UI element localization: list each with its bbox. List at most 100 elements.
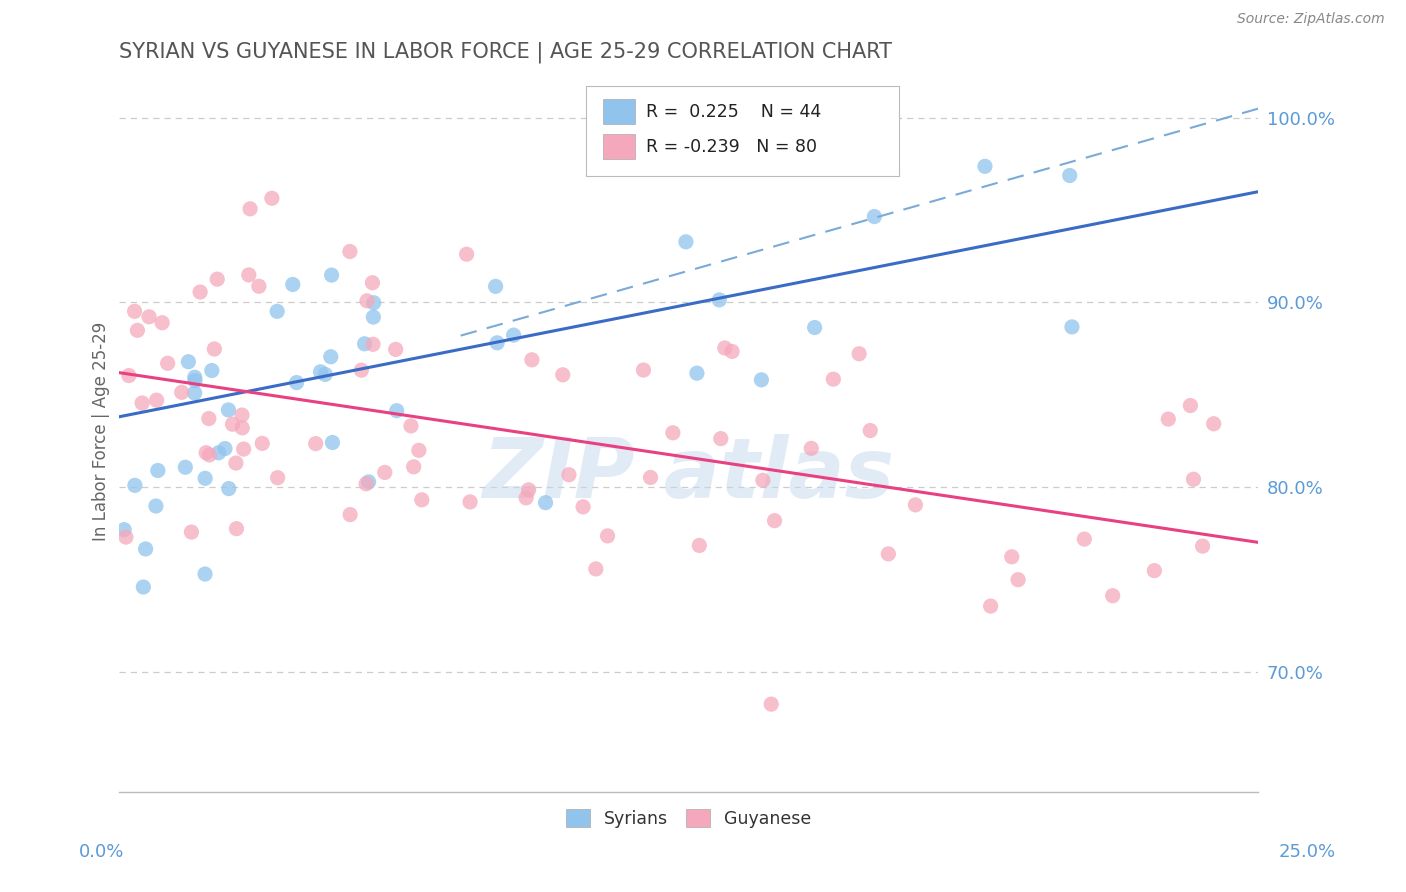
Point (1073, 532, 1095, 546)
Point (1101, 589, 1123, 603)
Point (761, 697, 783, 711)
Point (266, 304, 288, 318)
Point (217, 403, 239, 417)
Point (709, 293, 731, 307)
Point (115, 530, 138, 544)
Point (572, 500, 595, 514)
Point (484, 279, 506, 293)
Point (238, 268, 260, 282)
Point (633, 363, 655, 377)
Point (974, 159, 997, 173)
Point (201, 363, 224, 377)
FancyBboxPatch shape (586, 86, 900, 176)
Point (214, 442, 236, 456)
Point (138, 310, 160, 324)
Point (859, 424, 882, 438)
Point (456, 247, 478, 261)
Point (800, 442, 823, 456)
Point (361, 276, 384, 290)
Point (1182, 472, 1205, 486)
Point (194, 471, 217, 485)
Point (319, 350, 342, 364)
Point (156, 356, 179, 370)
Point (239, 202, 262, 216)
Point (321, 435, 343, 450)
Point (250, 436, 273, 450)
Point (863, 210, 886, 224)
Point (174, 460, 197, 475)
Point (502, 328, 524, 343)
Point (183, 386, 205, 401)
Point (848, 347, 870, 361)
Point (208, 446, 231, 460)
Point (374, 466, 396, 480)
Point (112, 523, 135, 537)
Point (145, 499, 167, 513)
Point (1059, 169, 1081, 183)
Point (558, 467, 581, 482)
Point (194, 567, 217, 582)
Legend: Syrians, Guyanese: Syrians, Guyanese (560, 802, 818, 835)
Point (202, 342, 225, 356)
Point (534, 496, 557, 510)
Point (225, 456, 247, 470)
Point (1007, 573, 1029, 587)
Point (411, 492, 433, 507)
Point (150, 316, 173, 330)
Text: ZIP atlas: ZIP atlas (482, 434, 894, 516)
Point (399, 418, 422, 433)
Y-axis label: In Labor Force | Age 25-29: In Labor Force | Age 25-29 (93, 322, 110, 541)
Point (127, 323, 149, 337)
Point (721, 344, 744, 359)
Point (225, 522, 247, 536)
Point (751, 373, 773, 387)
Point (486, 335, 509, 350)
Point (309, 365, 332, 379)
Point (361, 337, 384, 351)
Point (188, 285, 211, 299)
Point (980, 599, 1002, 613)
Point (402, 459, 425, 474)
Point (1060, 319, 1083, 334)
Point (1191, 539, 1213, 553)
Point (170, 385, 193, 400)
Point (714, 341, 737, 355)
Point (354, 476, 377, 491)
Point (823, 372, 845, 386)
Point (281, 277, 304, 292)
Point (710, 432, 733, 446)
Point (356, 293, 378, 308)
Point (145, 393, 167, 408)
Point (247, 279, 270, 293)
Point (1180, 399, 1202, 413)
Point (353, 336, 375, 351)
Point (551, 368, 574, 382)
Point (339, 508, 361, 522)
Point (132, 580, 155, 594)
Point (198, 448, 221, 462)
Point (363, 310, 385, 324)
Bar (603, 134, 636, 159)
Point (515, 491, 537, 505)
Point (675, 235, 697, 249)
Point (314, 368, 336, 382)
Point (1143, 564, 1166, 578)
Point (180, 525, 202, 540)
Point (198, 411, 221, 425)
Text: Source: ZipAtlas.com: Source: ZipAtlas.com (1237, 12, 1385, 26)
Point (118, 368, 141, 383)
Point (1157, 412, 1180, 426)
Point (177, 355, 200, 369)
Point (266, 471, 288, 485)
Point (408, 443, 430, 458)
Point (357, 475, 380, 489)
Point (686, 366, 709, 380)
Point (285, 376, 308, 390)
Point (1001, 549, 1024, 564)
Point (385, 403, 408, 417)
Point (231, 421, 253, 435)
Point (904, 498, 927, 512)
Text: R = -0.239   N = 80: R = -0.239 N = 80 (647, 137, 817, 155)
Point (124, 304, 146, 318)
Point (517, 483, 540, 497)
